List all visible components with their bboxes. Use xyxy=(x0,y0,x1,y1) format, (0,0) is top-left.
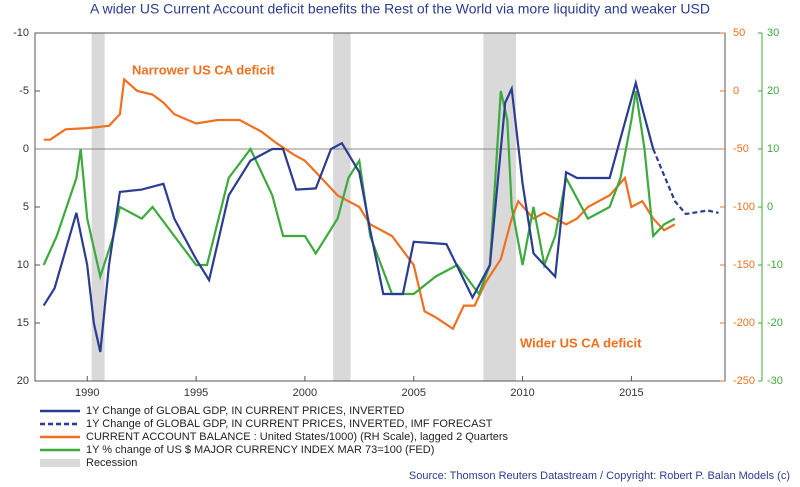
series-line xyxy=(42,78,655,353)
legend-label: 1Y % change of US $ MAJOR CURRENCY INDEX… xyxy=(86,444,434,456)
x-tick-label: 1990 xyxy=(75,387,99,399)
y-tick-label: 0 xyxy=(23,143,29,155)
y3-tick-label: 20 xyxy=(767,85,779,97)
y-tick-label: 10 xyxy=(17,259,29,271)
y3-tick-label: -10 xyxy=(767,259,783,271)
y2-tick-label: -250 xyxy=(733,375,755,387)
x-tick-label: 2010 xyxy=(510,387,534,399)
y3-tick-label: 30 xyxy=(767,27,779,39)
series-line xyxy=(42,90,676,297)
y2-tick-label: -200 xyxy=(733,317,755,329)
y2-tick-label: 50 xyxy=(733,27,745,39)
y2-tick-label: -50 xyxy=(733,143,749,155)
legend-swatch xyxy=(40,459,80,467)
y3-tick-label: 10 xyxy=(767,143,779,155)
source: Source: Thomson Reuters Datastream / Cop… xyxy=(409,470,790,482)
y-tick-label: 15 xyxy=(17,317,29,329)
legend-label: 1Y Change of GLOBAL GDP, IN CURRENT PRIC… xyxy=(86,418,493,430)
y-tick-label: 5 xyxy=(23,201,29,213)
x-tick-label: 2015 xyxy=(619,387,643,399)
y-tick-label: 20 xyxy=(17,375,29,387)
y2-tick-label: 0 xyxy=(733,85,739,97)
recession-band xyxy=(333,33,351,381)
y-tick-label: -10 xyxy=(13,27,29,39)
plot-frame xyxy=(34,32,726,382)
x-tick-label: 2005 xyxy=(401,387,425,399)
y3-tick-label: -20 xyxy=(767,317,783,329)
annotation: Narrower US CA deficit xyxy=(132,62,275,77)
y3-tick-label: -30 xyxy=(767,375,783,387)
y-tick-label: -5 xyxy=(19,85,29,97)
y2-tick-label: -100 xyxy=(733,201,755,213)
legend-label: Recession xyxy=(86,457,137,469)
series-line xyxy=(652,148,719,216)
y2-tick-label: -150 xyxy=(733,259,755,271)
x-tick-label: 1995 xyxy=(184,387,208,399)
x-tick-label: 2000 xyxy=(293,387,317,399)
legend-label: 1Y Change of GLOBAL GDP, IN CURRENT PRIC… xyxy=(86,405,405,417)
legend-label: CURRENT ACCOUNT BALANCE : United States/… xyxy=(86,431,509,443)
chart-title: A wider US Current Account deficit benef… xyxy=(90,1,710,17)
annotation: Wider US CA deficit xyxy=(520,335,642,350)
y3-tick-label: 0 xyxy=(767,201,773,213)
recession-band xyxy=(91,33,105,381)
